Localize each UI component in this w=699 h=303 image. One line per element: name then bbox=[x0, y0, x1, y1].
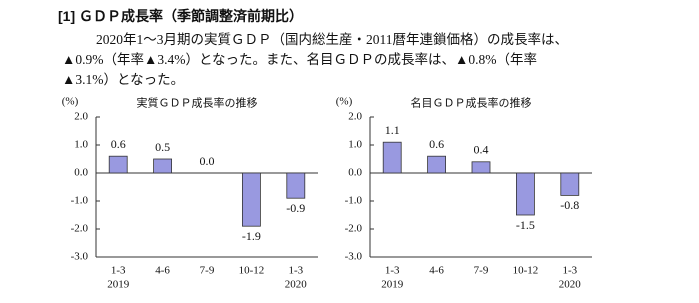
x-tick-label: 1-3 bbox=[288, 265, 303, 277]
value-label: -0.9 bbox=[286, 201, 305, 215]
y-tick-label: -1.0 bbox=[71, 195, 89, 207]
y-tick-label: 1.0 bbox=[74, 139, 88, 151]
x-tick-label: 1-3 bbox=[562, 265, 577, 277]
bar bbox=[516, 172, 535, 216]
value-label: 0.5 bbox=[155, 140, 170, 154]
value-label: 1.1 bbox=[385, 123, 400, 137]
year-label: 2020 bbox=[285, 279, 308, 291]
x-tick-label: 4-6 bbox=[429, 265, 444, 277]
value-label: 0.0 bbox=[200, 154, 215, 168]
y-axis-label: (%) bbox=[62, 96, 79, 108]
bar bbox=[286, 172, 306, 199]
chart-title: 名目ＧＤＰ成長率の推移 bbox=[411, 96, 532, 110]
value-label: -1.9 bbox=[242, 229, 261, 243]
x-tick-label: 10-12 bbox=[239, 265, 265, 277]
x-tick-label: 4-6 bbox=[155, 265, 170, 277]
bar bbox=[382, 141, 402, 174]
y-tick-label: 0.0 bbox=[74, 167, 88, 179]
bar bbox=[241, 172, 261, 227]
y-tick-label: -1.0 bbox=[345, 195, 363, 207]
value-label: 0.6 bbox=[429, 137, 444, 151]
y-tick-label: 0.0 bbox=[348, 167, 362, 179]
bar bbox=[153, 158, 173, 174]
bar bbox=[560, 172, 580, 196]
y-tick-label: -2.0 bbox=[345, 223, 363, 235]
value-label: -0.8 bbox=[560, 198, 579, 212]
value-label: -1.5 bbox=[516, 218, 535, 232]
paragraph-line: 2020年1～3月期の実質ＧＤＰ（国内総生産・2011暦年連鎖価格）の成長率は、 bbox=[96, 32, 568, 47]
x-tick-label: 7-9 bbox=[200, 265, 215, 277]
value-label: 0.4 bbox=[474, 143, 489, 157]
paragraph-line: ▲3.1%）となった。 bbox=[62, 72, 185, 87]
y-tick-label: 1.0 bbox=[348, 139, 362, 151]
chart-title: 実質ＧＤＰ成長率の推移 bbox=[137, 96, 258, 110]
y-tick-label: 2.0 bbox=[74, 111, 88, 123]
bar bbox=[427, 155, 447, 174]
x-tick-label: 1-3 bbox=[385, 265, 400, 277]
y-tick-label: -3.0 bbox=[71, 251, 89, 263]
year-label: 2019 bbox=[107, 279, 130, 291]
year-label: 2019 bbox=[381, 279, 404, 291]
y-tick-label: -2.0 bbox=[71, 223, 89, 235]
bar bbox=[108, 155, 128, 174]
heading: [1] ＧＤＰ成長率（季節調整済前期比） bbox=[58, 8, 303, 24]
y-tick-label: -3.0 bbox=[345, 251, 363, 263]
bar bbox=[471, 161, 491, 174]
y-tick-label: 2.0 bbox=[348, 111, 362, 123]
y-axis-label: (%) bbox=[336, 96, 353, 108]
x-tick-label: 10-12 bbox=[513, 265, 539, 277]
x-tick-label: 7-9 bbox=[474, 265, 489, 277]
value-label: 0.6 bbox=[111, 137, 126, 151]
year-label: 2020 bbox=[559, 279, 582, 291]
paragraph-line: ▲0.9%（年率▲3.4%）となった。また、名目ＧＤＰの成長率は、▲0.8%（年… bbox=[62, 52, 538, 67]
x-tick-label: 1-3 bbox=[111, 265, 126, 277]
